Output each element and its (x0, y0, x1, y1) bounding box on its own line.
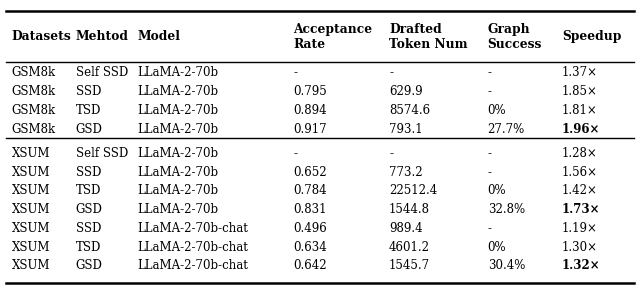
Text: XSUM: XSUM (12, 222, 50, 235)
Text: Acceptance
Rate: Acceptance Rate (293, 23, 372, 51)
Text: SSD: SSD (76, 85, 101, 98)
Text: 1.32×: 1.32× (562, 259, 600, 272)
Text: TSD: TSD (76, 185, 101, 197)
Text: Drafted
Token Num: Drafted Token Num (389, 23, 468, 51)
Text: 773.2: 773.2 (389, 166, 423, 179)
Text: -: - (488, 166, 492, 179)
Text: 0.652: 0.652 (293, 166, 327, 179)
Text: 0.795: 0.795 (293, 85, 327, 98)
Text: XSUM: XSUM (12, 259, 50, 272)
Text: 629.9: 629.9 (389, 85, 423, 98)
Text: LLaMA-2-70b: LLaMA-2-70b (138, 166, 219, 179)
Text: 1.37×: 1.37× (562, 67, 598, 79)
Text: Self SSD: Self SSD (76, 67, 128, 79)
Text: TSD: TSD (76, 104, 101, 117)
Text: LLaMA-2-70b: LLaMA-2-70b (138, 67, 219, 79)
Text: LLaMA-2-70b-chat: LLaMA-2-70b-chat (138, 259, 248, 272)
Text: -: - (293, 147, 297, 160)
Text: 1.30×: 1.30× (562, 241, 598, 254)
Text: -: - (389, 147, 393, 160)
Text: 8574.6: 8574.6 (389, 104, 430, 117)
Text: LLaMA-2-70b: LLaMA-2-70b (138, 147, 219, 160)
Text: XSUM: XSUM (12, 185, 50, 197)
Text: 4601.2: 4601.2 (389, 241, 430, 254)
Text: 1.85×: 1.85× (562, 85, 598, 98)
Text: GSD: GSD (76, 259, 102, 272)
Text: 1544.8: 1544.8 (389, 203, 430, 216)
Text: SSD: SSD (76, 222, 101, 235)
Text: 30.4%: 30.4% (488, 259, 525, 272)
Text: 1.56×: 1.56× (562, 166, 598, 179)
Text: XSUM: XSUM (12, 147, 50, 160)
Text: 1.42×: 1.42× (562, 185, 598, 197)
Text: GSD: GSD (76, 123, 102, 136)
Text: 27.7%: 27.7% (488, 123, 525, 136)
Text: LLaMA-2-70b: LLaMA-2-70b (138, 203, 219, 216)
Text: 0%: 0% (488, 104, 506, 117)
Text: 1.19×: 1.19× (562, 222, 598, 235)
Text: 793.1: 793.1 (389, 123, 423, 136)
Text: 0.894: 0.894 (293, 104, 327, 117)
Text: GSM8k: GSM8k (12, 104, 56, 117)
Text: SSD: SSD (76, 166, 101, 179)
Text: GSM8k: GSM8k (12, 67, 56, 79)
Text: 1545.7: 1545.7 (389, 259, 430, 272)
Text: TSD: TSD (76, 241, 101, 254)
Text: LLaMA-2-70b: LLaMA-2-70b (138, 123, 219, 136)
Text: -: - (488, 67, 492, 79)
Text: 0.784: 0.784 (293, 185, 327, 197)
Text: XSUM: XSUM (12, 203, 50, 216)
Text: 0.634: 0.634 (293, 241, 327, 254)
Text: 0.831: 0.831 (293, 203, 326, 216)
Text: -: - (488, 222, 492, 235)
Text: 1.73×: 1.73× (562, 203, 600, 216)
Text: LLaMA-2-70b-chat: LLaMA-2-70b-chat (138, 222, 248, 235)
Text: GSM8k: GSM8k (12, 123, 56, 136)
Text: 989.4: 989.4 (389, 222, 423, 235)
Text: -: - (293, 67, 297, 79)
Text: Mehtod: Mehtod (76, 30, 129, 43)
Text: GSM8k: GSM8k (12, 85, 56, 98)
Text: Datasets: Datasets (12, 30, 71, 43)
Text: GSD: GSD (76, 203, 102, 216)
Text: Self SSD: Self SSD (76, 147, 128, 160)
Text: 1.81×: 1.81× (562, 104, 598, 117)
Text: 0.496: 0.496 (293, 222, 327, 235)
Text: 32.8%: 32.8% (488, 203, 525, 216)
Text: LLaMA-2-70b: LLaMA-2-70b (138, 104, 219, 117)
Text: 22512.4: 22512.4 (389, 185, 437, 197)
Text: -: - (389, 67, 393, 79)
Text: Model: Model (138, 30, 180, 43)
Text: 0.917: 0.917 (293, 123, 327, 136)
Text: LLaMA-2-70b: LLaMA-2-70b (138, 185, 219, 197)
Text: 1.96×: 1.96× (562, 123, 600, 136)
Text: LLaMA-2-70b: LLaMA-2-70b (138, 85, 219, 98)
Text: 0.642: 0.642 (293, 259, 327, 272)
Text: 0%: 0% (488, 185, 506, 197)
Text: XSUM: XSUM (12, 166, 50, 179)
Text: 1.28×: 1.28× (562, 147, 598, 160)
Text: -: - (488, 147, 492, 160)
Text: Speedup: Speedup (562, 30, 621, 43)
Text: Graph
Success: Graph Success (488, 23, 542, 51)
Text: 0%: 0% (488, 241, 506, 254)
Text: LLaMA-2-70b-chat: LLaMA-2-70b-chat (138, 241, 248, 254)
Text: -: - (488, 85, 492, 98)
Text: XSUM: XSUM (12, 241, 50, 254)
